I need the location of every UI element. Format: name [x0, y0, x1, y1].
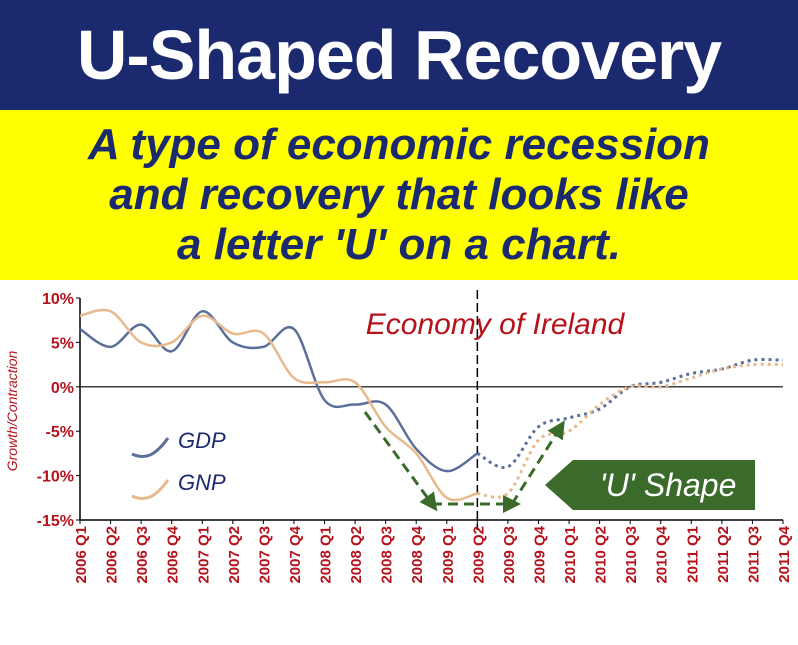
x-tick-label: 2009 Q2: [470, 526, 487, 584]
definition-line-3: a letter 'U' on a chart.: [177, 220, 621, 269]
x-tick-label: 2006 Q2: [104, 526, 121, 584]
x-tick-label: 2011 Q2: [715, 526, 732, 583]
x-tick-label: 2011 Q1: [684, 526, 701, 583]
x-tick-label: 2010 Q2: [593, 526, 610, 584]
x-tick-label: 2009 Q3: [501, 526, 518, 584]
x-tick-label: 2011 Q4: [776, 525, 793, 582]
x-tick-label: 2009 Q1: [440, 526, 457, 584]
x-tick-label: 2006 Q3: [134, 526, 151, 584]
y-tick-label: 5%: [51, 335, 74, 352]
y-tick-label: 0%: [51, 380, 74, 397]
chart-title: Economy of Ireland: [366, 308, 626, 341]
u-shape-callout: [545, 460, 755, 510]
gnp-legend-swatch: [131, 479, 170, 501]
title-banner: U-Shaped Recovery: [0, 0, 798, 110]
gnp-legend-label: GNP: [178, 470, 226, 495]
x-tick-label: 2010 Q1: [562, 526, 579, 584]
y-tick-label: -15%: [37, 513, 74, 530]
economy-chart: 10% 5% 0% -5% -10% -15% Growth/Contraction Econ…: [4, 290, 793, 584]
x-tick-label: 2010 Q3: [623, 526, 640, 584]
x-tick-label: 2007 Q4: [287, 525, 304, 583]
definition-box: A type of economic recession and recover…: [0, 110, 798, 280]
x-tick-label: 2011 Q3: [745, 526, 762, 583]
y-axis-label: Growth/Contraction: [4, 350, 20, 471]
x-tick-label: 2007 Q3: [256, 526, 273, 584]
y-tick-label: 10%: [42, 291, 74, 308]
u-arrow-down: [363, 411, 438, 512]
x-tick-label: 2009 Q4: [531, 525, 548, 583]
y-tick-label: -5%: [46, 424, 74, 441]
x-tick-label: 2008 Q4: [409, 525, 426, 583]
x-tick-label: 2007 Q2: [226, 526, 243, 584]
definition-line-1: A type of economic recession: [88, 120, 710, 169]
gdp-legend-swatch: [131, 437, 170, 459]
page-title: U-Shaped Recovery: [76, 16, 722, 94]
gnp-actual-line: [79, 308, 478, 502]
x-tick-label: 2008 Q1: [318, 526, 335, 584]
x-tick-label: 2008 Q2: [348, 526, 365, 584]
x-tick-label: 2007 Q1: [195, 526, 212, 584]
u-arrow-up: [510, 420, 565, 505]
u-shape-label: 'U' Shape: [600, 467, 737, 503]
gdp-actual-line: [79, 310, 479, 473]
definition-line-2: and recovery that looks like: [109, 170, 689, 219]
gdp-forecast-line: [476, 358, 784, 469]
gdp-legend-label: GDP: [178, 428, 226, 453]
x-tick-label: 2010 Q4: [654, 525, 671, 583]
x-tick-label: 2006 Q1: [73, 526, 90, 584]
y-tick-label: -10%: [37, 469, 74, 486]
x-tick-label: 2006 Q4: [165, 525, 182, 583]
x-tick-label: 2008 Q3: [379, 526, 396, 584]
